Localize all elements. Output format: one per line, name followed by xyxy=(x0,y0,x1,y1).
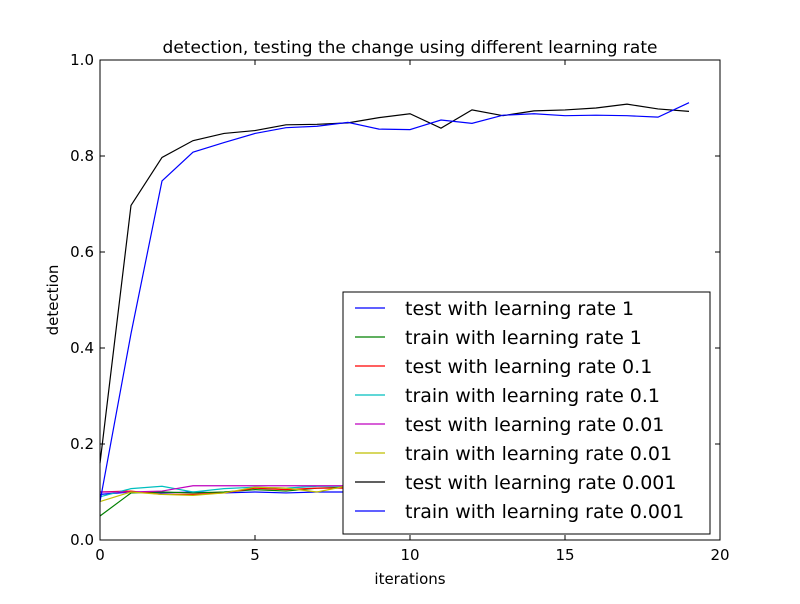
series-line-7 xyxy=(99,102,690,502)
y-tick-label: 0.6 xyxy=(70,243,94,261)
y-tick-label: 0.8 xyxy=(70,147,94,165)
x-tick-label: 15 xyxy=(555,546,574,564)
legend-label: test with learning rate 0.001 xyxy=(405,472,676,494)
legend-box xyxy=(342,291,711,535)
legend-label: test with learning rate 0.1 xyxy=(405,356,652,378)
tick-layer: 0 5 10 15 20 0.0 0.2 0.4 0.6 0.8 1.0 xyxy=(70,51,729,564)
x-tick-label: 0 xyxy=(95,546,105,564)
legend-label: test with learning rate 0.01 xyxy=(405,414,664,436)
legend-label: train with learning rate 1 xyxy=(405,327,642,349)
x-tick-label: 20 xyxy=(710,546,729,564)
legend-label: train with learning rate 0.001 xyxy=(405,501,684,523)
legend-label: train with learning rate 0.1 xyxy=(405,385,660,407)
legend: test with learning rate 1 train with lear… xyxy=(342,291,711,535)
y-tick-label: 0.4 xyxy=(70,339,94,357)
x-tick-label: 10 xyxy=(400,546,419,564)
plot-frame xyxy=(99,59,721,541)
y-axis-label: detection xyxy=(44,265,62,336)
chart-title: detection, testing the change using diff… xyxy=(163,38,658,58)
x-tick-label: 5 xyxy=(250,546,260,564)
y-tick-label: 1.0 xyxy=(70,51,94,69)
y-tick-label: 0.0 xyxy=(70,531,94,549)
y-tick-label: 0.2 xyxy=(70,435,94,453)
x-axis-label: iterations xyxy=(374,570,445,588)
series-line-6 xyxy=(99,103,690,464)
legend-label: test with learning rate 1 xyxy=(405,298,634,320)
legend-label: train with learning rate 0.01 xyxy=(405,443,672,465)
